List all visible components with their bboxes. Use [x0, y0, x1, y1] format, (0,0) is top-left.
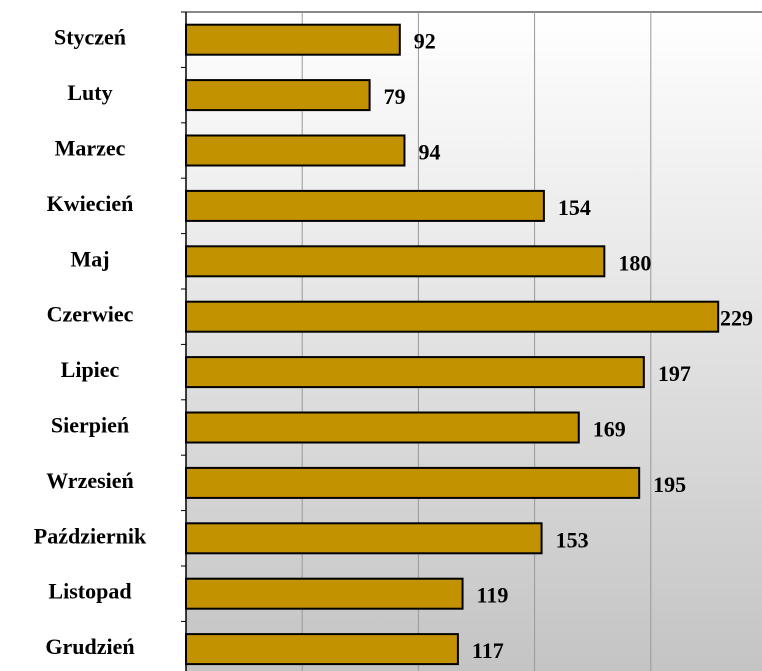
bar	[185, 189, 545, 222]
y-tick-label: Lipiec	[61, 357, 120, 382]
y-tick-label: Kwiecień	[47, 191, 134, 216]
value-label: 195	[653, 472, 686, 497]
y-tick-label: Styczeń	[54, 25, 126, 50]
bar	[185, 23, 401, 56]
y-tick-label: Sierpień	[51, 413, 129, 438]
value-label: 94	[418, 140, 440, 165]
value-label: 229	[720, 306, 753, 331]
value-label: 79	[384, 84, 406, 109]
bar	[185, 577, 464, 610]
value-label: 180	[618, 250, 651, 275]
value-label: 92	[414, 29, 436, 54]
bar	[185, 300, 720, 333]
bar	[185, 245, 606, 278]
y-tick-label: Wrzesień	[46, 468, 134, 493]
value-label: 197	[658, 361, 691, 386]
y-tick-label: Maj	[70, 246, 109, 271]
y-tick-label: Październik	[34, 523, 147, 548]
y-tick-label: Listopad	[48, 579, 131, 604]
bar	[185, 466, 641, 499]
y-tick-label: Marzec	[55, 136, 126, 161]
value-label: 117	[472, 638, 504, 663]
bar	[185, 411, 580, 444]
y-tick-label: Luty	[67, 80, 112, 105]
plot-area	[186, 12, 762, 671]
bar	[185, 134, 406, 167]
value-label: 154	[558, 195, 591, 220]
y-tick-label: Czerwiec	[47, 302, 134, 327]
value-label: 153	[556, 527, 589, 552]
bar	[185, 633, 459, 666]
value-label: 119	[477, 583, 509, 608]
value-label: 169	[593, 417, 626, 442]
bar	[185, 356, 645, 389]
bar	[185, 522, 543, 555]
y-tick-label: Grudzień	[45, 634, 134, 659]
bar	[185, 79, 371, 112]
